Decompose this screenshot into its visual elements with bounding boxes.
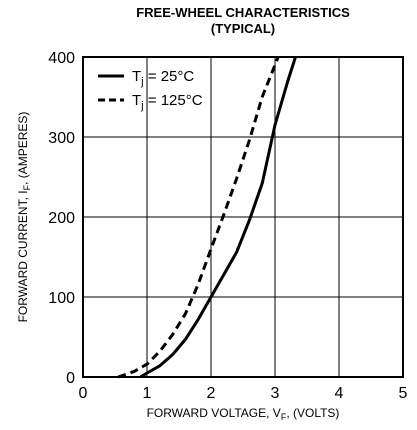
tick-labels: 0 1 2 3 4 5 0 100 200 300 400 (48, 50, 407, 402)
x-tick-label: 3 (271, 385, 280, 402)
y-tick-label: 300 (48, 130, 75, 147)
x-tick-label: 4 (335, 385, 344, 402)
chart-subtitle: (TYPICAL) (211, 21, 275, 36)
series-line-25c (139, 56, 297, 379)
y-axis-label: FORWARD CURRENT, IF, (AMPERES) (16, 112, 32, 323)
plot-frame (82, 56, 404, 378)
x-tick-label: 5 (399, 385, 408, 402)
legend-label-1: Tj = 25°C (132, 68, 194, 88)
grid (82, 56, 404, 378)
x-tick-label: 2 (207, 385, 216, 402)
legend: Tj = 25°C Tj = 125°C (98, 68, 203, 112)
legend-label-2: Tj = 125°C (132, 92, 203, 112)
y-tick-label: 200 (48, 210, 75, 227)
chart-title: FREE-WHEEL CHARACTERISTICS (136, 5, 350, 20)
series-line-125c (117, 56, 280, 379)
series-group (117, 56, 297, 379)
x-tick-label: 1 (143, 385, 152, 402)
y-tick-label: 0 (66, 370, 75, 387)
y-tick-label: 400 (48, 50, 75, 67)
x-tick-label: 0 (79, 385, 88, 402)
x-axis-label: FORWARD VOLTAGE, VF, (VOLTS) (147, 406, 340, 422)
y-tick-label: 100 (48, 290, 75, 307)
